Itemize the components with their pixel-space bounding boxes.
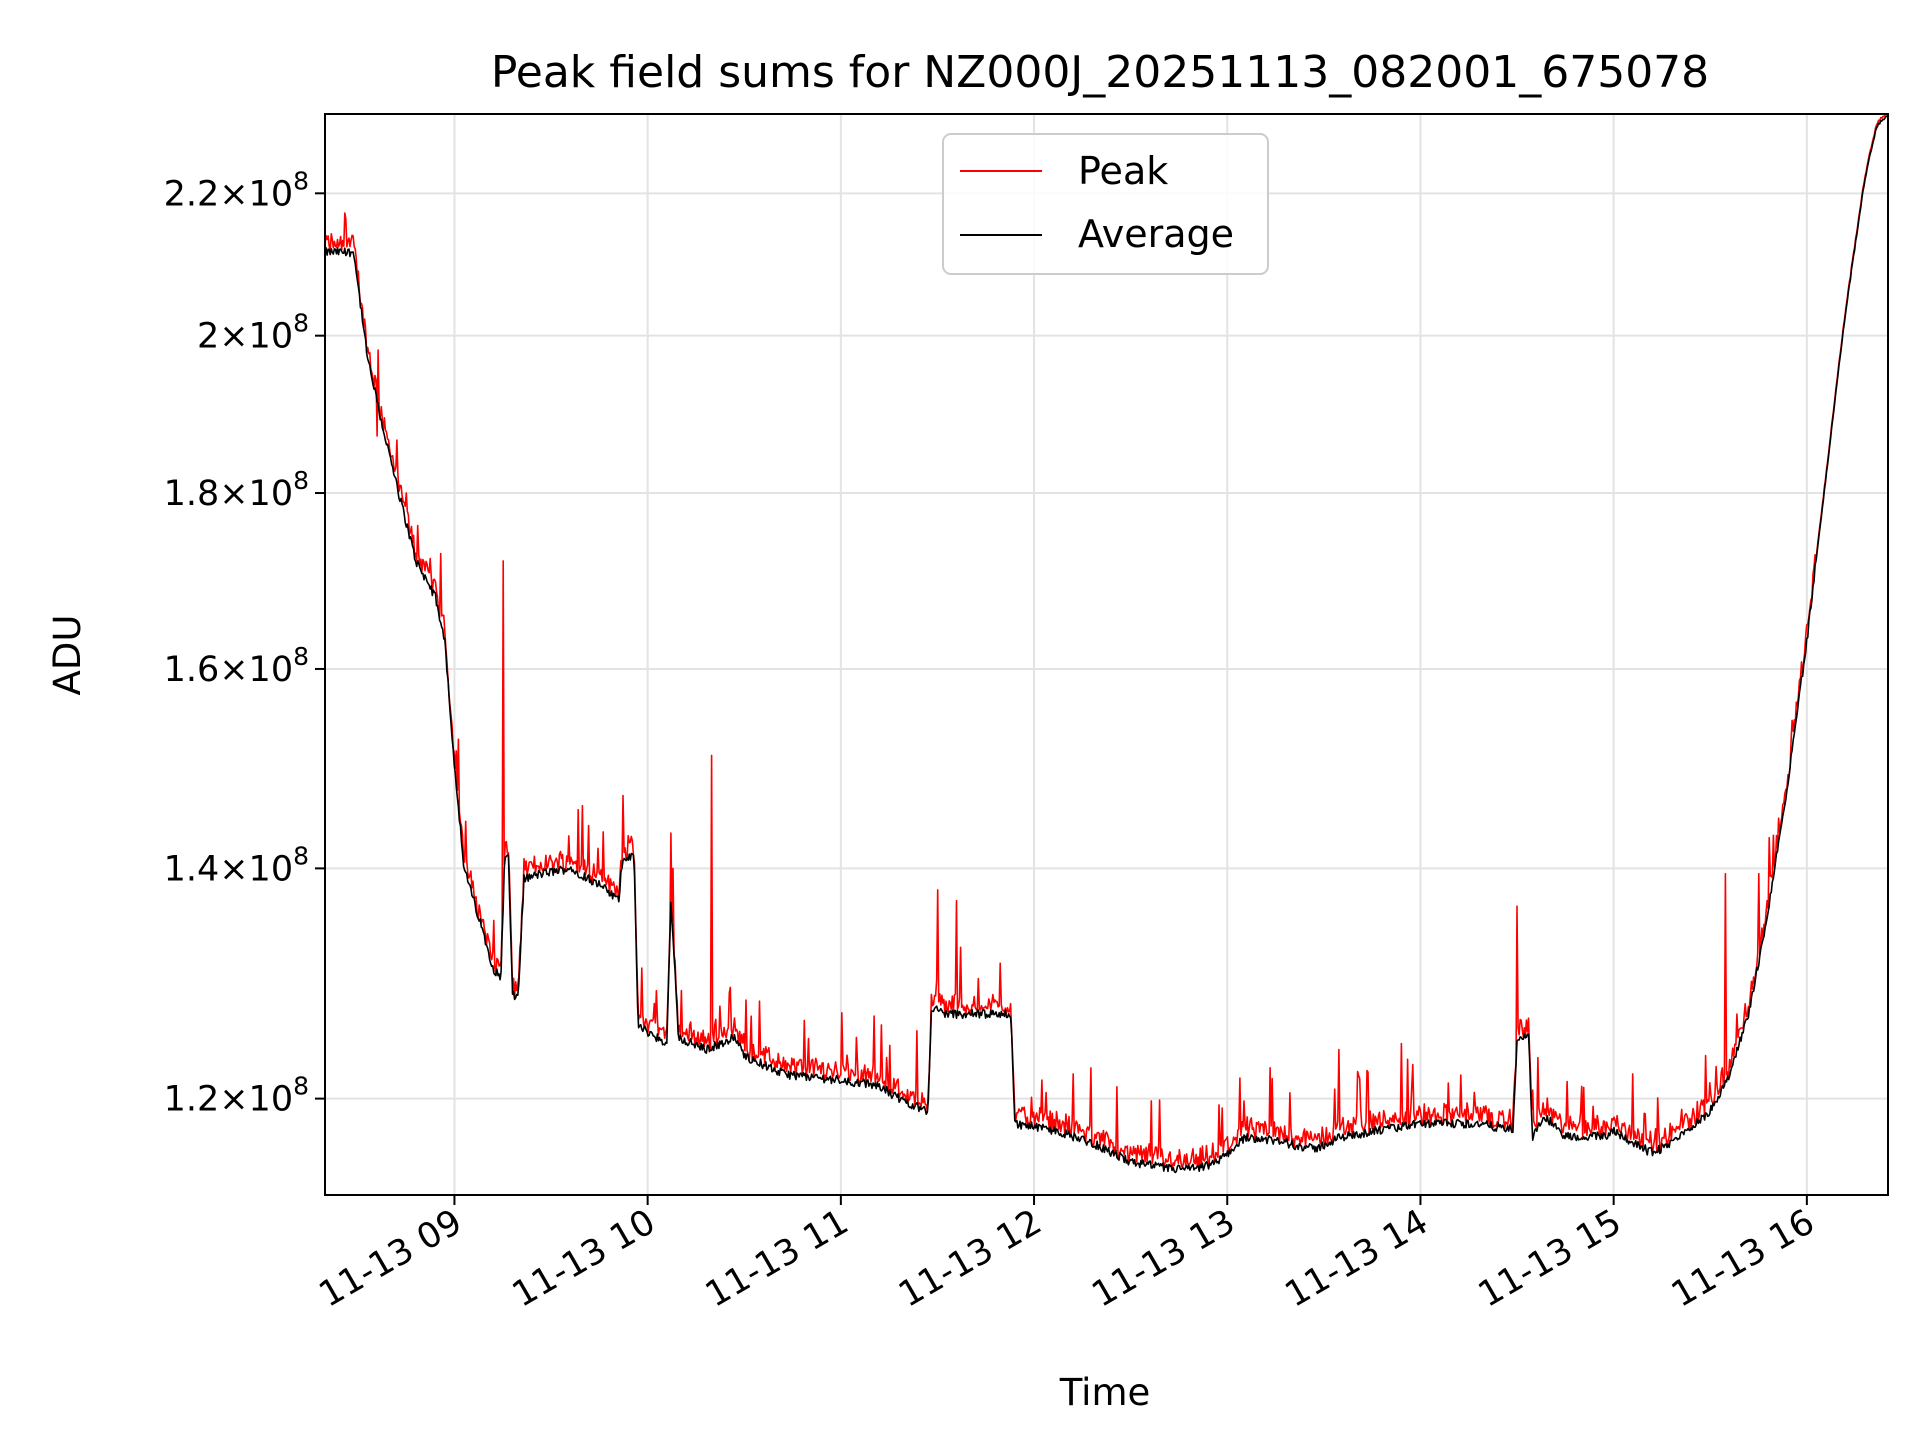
y-tick-label: 1.4×108 <box>164 841 309 889</box>
y-tick-label: 2×108 <box>197 309 309 357</box>
average-line <box>324 113 1889 1174</box>
x-axis-label: Time <box>1059 1371 1151 1414</box>
y-axis-label: ADU <box>46 615 89 696</box>
y-tick-label: 2.2×108 <box>164 166 309 214</box>
legend-label-peak: Peak <box>1078 149 1168 193</box>
y-tick-label: 1.2×108 <box>164 1072 309 1120</box>
chart-title: Peak field sums for NZ000J_20251113_0820… <box>491 47 1709 98</box>
series-average <box>324 113 1889 1174</box>
legend-box <box>942 133 1269 275</box>
legend-label-average: Average <box>1078 212 1234 256</box>
legend: Peak Average <box>942 133 1269 275</box>
y-axis-ticks: 1.2×108 1.4×108 1.6×108 1.8×108 2×108 2.2×108 <box>164 166 325 1120</box>
plot-frame <box>324 113 1889 1196</box>
y-tick-label: 1.8×108 <box>164 466 309 514</box>
y-tick-label: 1.6×108 <box>164 642 309 690</box>
